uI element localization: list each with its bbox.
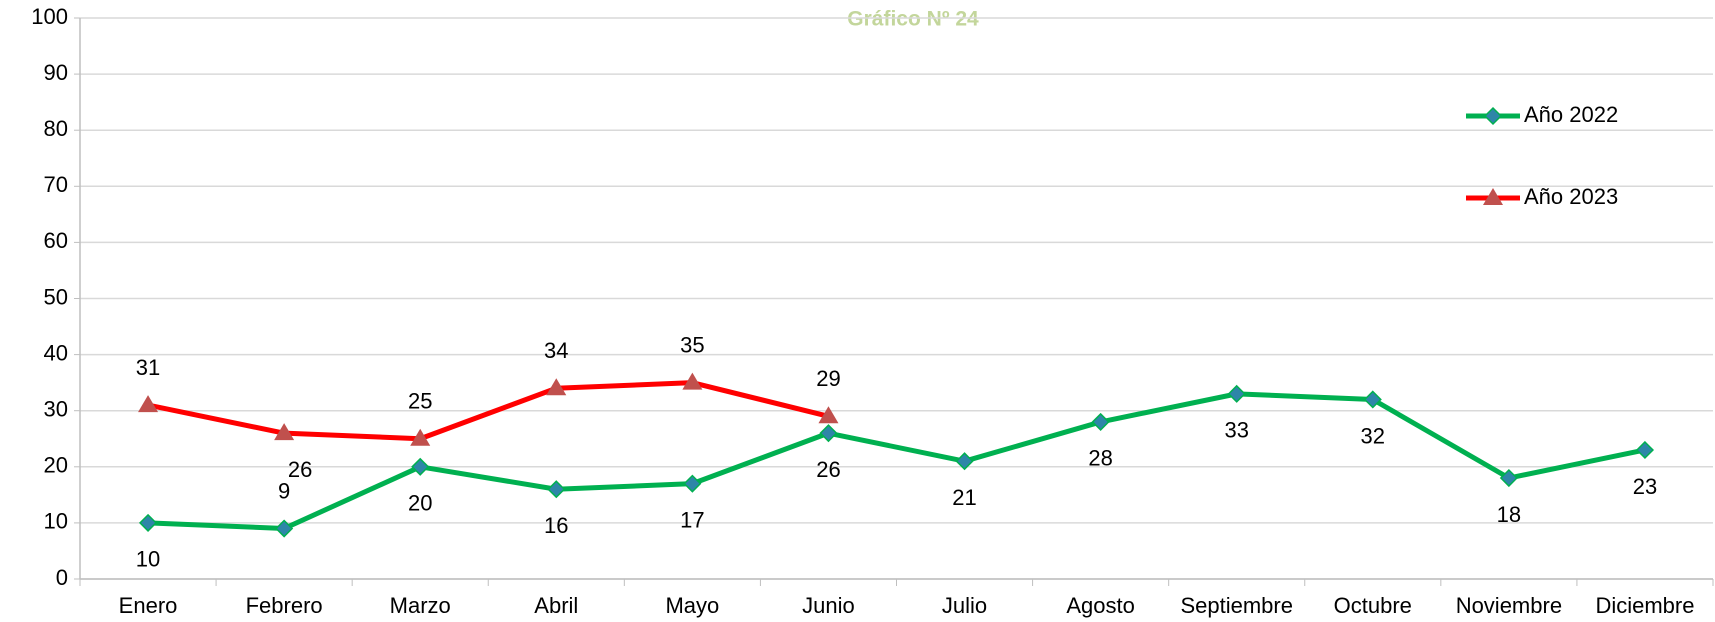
legend-label: Año 2023 <box>1524 184 1618 209</box>
y-tick-label: 90 <box>44 60 68 85</box>
y-tick-label: 30 <box>44 397 68 422</box>
y-tick-label: 70 <box>44 172 68 197</box>
data-label: 9 <box>278 478 290 503</box>
marker <box>1499 468 1518 488</box>
y-tick-label: 80 <box>44 116 68 141</box>
x-tick-label: Mayo <box>665 593 719 618</box>
marker <box>818 406 839 424</box>
data-label: 10 <box>136 547 160 572</box>
x-tick-label: Junio <box>802 593 855 618</box>
x-tick-label: Agosto <box>1066 593 1135 618</box>
y-tick-label: 50 <box>44 284 68 309</box>
marker <box>1483 106 1503 126</box>
marker <box>1363 390 1382 409</box>
x-tick-label: Julio <box>942 593 987 618</box>
series-line <box>147 380 830 442</box>
data-label: 26 <box>816 457 840 482</box>
marker <box>1483 188 1503 205</box>
marker <box>546 378 567 396</box>
data-label: 34 <box>544 338 568 363</box>
marker <box>547 480 566 499</box>
marker <box>1227 384 1246 403</box>
y-tick-label: 20 <box>44 453 68 478</box>
series-line <box>147 391 1646 532</box>
marker <box>955 452 974 471</box>
x-tick-label: Abril <box>534 593 578 618</box>
data-label: 28 <box>1088 446 1112 471</box>
marker <box>274 423 295 441</box>
marker <box>138 395 159 413</box>
y-tick-label: 10 <box>44 509 68 534</box>
x-tick-label: Marzo <box>390 593 451 618</box>
marker <box>410 428 431 446</box>
x-tick-label: Octubre <box>1334 593 1412 618</box>
marker <box>1091 412 1110 431</box>
data-label: 32 <box>1361 423 1385 448</box>
x-tick-label: Diciembre <box>1595 593 1694 618</box>
y-tick-label: 40 <box>44 340 68 365</box>
x-tick-label: Septiembre <box>1180 593 1293 618</box>
data-label: 35 <box>680 332 704 357</box>
data-label: 23 <box>1633 474 1657 499</box>
y-tick-label: 60 <box>44 228 68 253</box>
marker <box>138 513 158 532</box>
x-tick-label: Febrero <box>246 593 323 618</box>
data-label: 17 <box>680 507 704 532</box>
marker <box>1635 440 1655 460</box>
marker <box>275 519 294 538</box>
data-label: 18 <box>1497 502 1521 527</box>
data-label: 16 <box>544 513 568 538</box>
marker <box>819 424 838 443</box>
data-label: 31 <box>136 355 160 380</box>
marker <box>682 372 703 390</box>
data-label: 33 <box>1224 418 1248 443</box>
legend-label: Año 2022 <box>1524 102 1618 127</box>
marker <box>683 474 702 493</box>
data-label: 25 <box>408 389 432 414</box>
y-tick-label: 0 <box>56 565 68 590</box>
x-tick-label: Enero <box>119 593 178 618</box>
chart-title: Gráfico Nº 24 <box>847 8 979 31</box>
data-label: 20 <box>408 491 432 516</box>
data-label: 29 <box>816 366 840 391</box>
data-label: 26 <box>288 457 312 482</box>
data-label: 21 <box>952 485 976 510</box>
y-tick-label: 100 <box>31 4 68 29</box>
x-tick-label: Noviembre <box>1456 593 1562 618</box>
marker <box>411 457 430 476</box>
